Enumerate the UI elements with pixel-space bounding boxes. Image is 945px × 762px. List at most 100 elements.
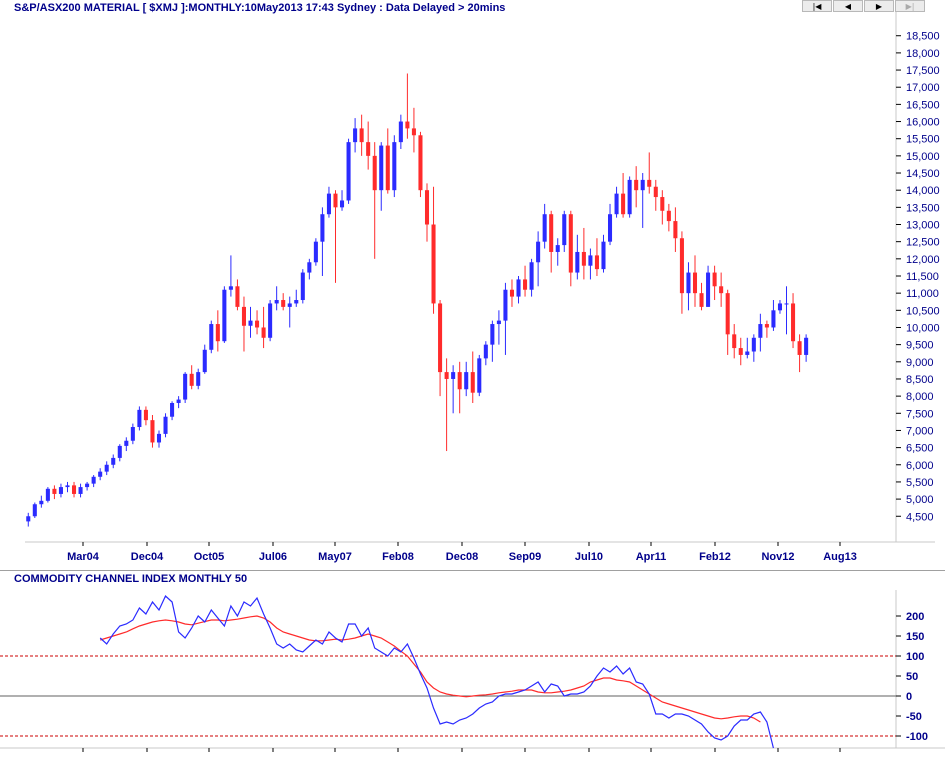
candle-body: [516, 279, 521, 297]
candle-body: [274, 300, 279, 304]
x-tick-label: Dec08: [446, 551, 478, 563]
cci-signal-line: [100, 615, 761, 723]
candle-body: [568, 214, 573, 273]
cci-chart: -100 -50 0 50 100 150 200: [0, 570, 945, 752]
candle: [679, 231, 684, 314]
candle-body: [660, 197, 665, 211]
candle: [732, 324, 737, 359]
candle: [405, 73, 410, 139]
candle: [438, 300, 443, 397]
candle: [784, 286, 789, 335]
candle: [464, 361, 469, 397]
candle: [58, 483, 63, 498]
candle-body: [647, 179, 652, 187]
candle-body: [255, 320, 260, 328]
candle: [71, 481, 77, 498]
candle: [457, 361, 462, 414]
candle: [418, 131, 423, 198]
previous-button[interactable]: ◀: [833, 0, 863, 12]
cci-y-tick-label: 50: [906, 671, 918, 683]
candle: [241, 296, 247, 352]
x-tick-label: Oct05: [194, 551, 225, 563]
candle: [346, 138, 351, 204]
candle-body: [503, 289, 508, 321]
candle-body: [679, 238, 684, 294]
x-tick-label: Sep09: [509, 551, 541, 563]
candle-body: [313, 241, 318, 263]
first-button[interactable]: |◀: [802, 0, 832, 12]
indicator-title: COMMODITY CHANNEL INDEX MONTHLY 50: [14, 573, 248, 585]
y-tick-label: 5,000: [906, 494, 934, 506]
candle-body: [797, 341, 802, 355]
y-tick-label: 18,000: [906, 48, 940, 60]
candle-body: [777, 303, 783, 311]
candle-body: [379, 145, 384, 191]
candle: [424, 183, 430, 242]
candle: [281, 293, 286, 311]
candle-body: [366, 142, 371, 156]
y-tick-label: 16,500: [906, 99, 940, 111]
x-tick-label: May07: [318, 551, 352, 563]
candle: [392, 135, 397, 198]
candle: [634, 166, 639, 208]
candle-body: [457, 372, 462, 390]
y-tick-label: 17,000: [906, 82, 940, 94]
candle: [516, 275, 521, 304]
candle-body: [189, 373, 194, 386]
x-tick-label: Jul06: [259, 551, 287, 563]
candle-body: [424, 190, 430, 225]
candle: [490, 320, 495, 362]
candle-body: [523, 279, 528, 290]
candle: [156, 430, 162, 448]
candle-body: [392, 142, 397, 191]
candle-body: [529, 262, 534, 290]
candle-body: [549, 214, 554, 252]
x-tick-label: Feb08: [382, 551, 414, 563]
y-tick-label: 8,000: [906, 391, 934, 403]
candle-body: [483, 344, 488, 359]
next-button[interactable]: ▶: [864, 0, 894, 12]
candle: [333, 190, 338, 283]
y-tick-label: 10,000: [906, 322, 940, 334]
candle-body: [183, 373, 188, 400]
candle-body: [261, 327, 266, 338]
candle: [503, 282, 508, 355]
candle: [523, 265, 528, 297]
y-tick-label: 14,000: [906, 185, 940, 197]
candle-body: [653, 186, 658, 198]
candle: [764, 320, 769, 338]
candle: [372, 142, 377, 259]
candle-body: [372, 155, 377, 191]
candle: [379, 142, 384, 211]
candle-body: [71, 485, 77, 494]
candle-body: [490, 324, 495, 345]
candle-body: [509, 289, 515, 297]
candle-body: [758, 324, 763, 338]
candle-body: [804, 337, 809, 355]
candle-body: [150, 420, 155, 443]
candle-body: [222, 289, 227, 342]
candle-body: [215, 324, 220, 342]
candle: [32, 502, 37, 518]
candle: [65, 481, 70, 493]
cci-y-tick-label: 0: [906, 691, 912, 703]
candle-body: [594, 255, 599, 270]
last-button[interactable]: ▶|: [895, 0, 925, 12]
candle-body: [130, 427, 135, 441]
candle: [712, 265, 717, 301]
candle-body: [202, 349, 207, 373]
x-tick-label: Apr11: [636, 551, 667, 563]
candle-body: [170, 402, 175, 417]
candle-body: [581, 251, 586, 266]
candle: [745, 337, 750, 359]
y-tick-label: 11,000: [906, 288, 939, 300]
cci-y-tick-label: 100: [906, 651, 924, 663]
y-tick-label: 9,500: [906, 340, 934, 352]
candle-body: [444, 372, 449, 379]
candle: [85, 481, 90, 491]
candle: [202, 344, 207, 374]
candle: [137, 406, 142, 431]
candle-body: [353, 128, 358, 143]
candle-body: [784, 303, 789, 305]
candle: [196, 368, 201, 390]
